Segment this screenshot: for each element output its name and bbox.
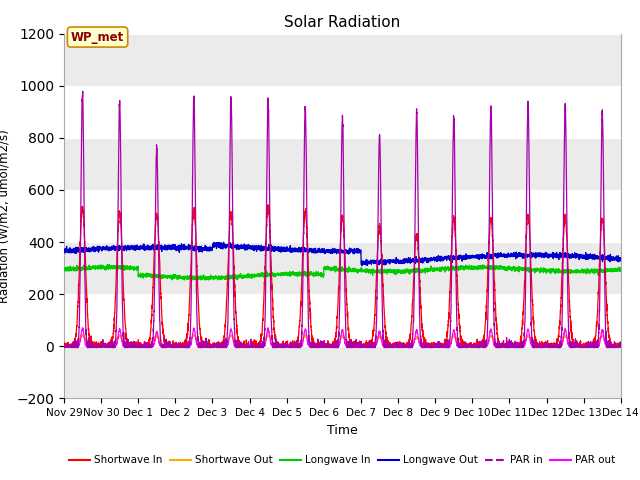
Longwave In (168, 277, 176, 283)
PAR out (322, 343, 330, 349)
Shortwave Out (322, 343, 330, 349)
PAR in (499, 344, 507, 349)
Bar (64, 346, 621, 398)
Longwave In (499, 266, 507, 272)
PAR in (61, 345, 68, 350)
Y-axis label: Radiation (W/m2, umol/m2/s): Radiation (W/m2, umol/m2/s) (0, 129, 11, 303)
Line: PAR out: PAR out (64, 328, 621, 346)
Line: Longwave In: Longwave In (64, 264, 621, 280)
Title: Solar Radiation: Solar Radiation (284, 15, 401, 30)
Shortwave In (264, 202, 272, 207)
Longwave Out (617, 256, 625, 262)
Longwave In (468, 265, 476, 271)
PAR in (616, 344, 624, 349)
Longwave Out (220, 239, 227, 245)
Shortwave In (436, 344, 444, 349)
Longwave In (436, 266, 444, 272)
Longwave Out (358, 263, 366, 268)
Shortwave In (617, 344, 625, 350)
Shortwave In (322, 344, 330, 349)
Shortwave Out (161, 343, 168, 348)
Longwave Out (160, 246, 168, 252)
Text: WP_met: WP_met (71, 31, 124, 44)
PAR in (79, 88, 86, 94)
Longwave In (60, 266, 68, 272)
Bar (64, 242, 621, 294)
Line: Shortwave Out: Shortwave Out (64, 334, 621, 346)
PAR in (60, 343, 68, 349)
Longwave In (161, 275, 168, 281)
Longwave In (616, 265, 624, 271)
X-axis label: Time: Time (327, 424, 358, 437)
Shortwave In (616, 344, 624, 349)
Shortwave Out (265, 331, 273, 337)
Shortwave In (499, 343, 507, 349)
Longwave In (322, 266, 330, 272)
Longwave In (617, 268, 625, 274)
PAR in (322, 342, 330, 348)
PAR in (161, 344, 168, 349)
PAR out (499, 343, 507, 349)
Shortwave Out (60, 343, 68, 349)
Legend: Shortwave In, Shortwave Out, Longwave In, Longwave Out, PAR in, PAR out: Shortwave In, Shortwave Out, Longwave In… (65, 451, 620, 469)
PAR out (617, 343, 625, 349)
Longwave Out (60, 248, 68, 253)
Longwave Out (616, 255, 624, 261)
PAR in (617, 344, 625, 350)
Longwave Out (468, 255, 476, 261)
PAR out (79, 325, 86, 331)
Shortwave Out (499, 343, 507, 349)
PAR in (436, 344, 444, 350)
PAR in (468, 344, 476, 349)
Line: Longwave Out: Longwave Out (64, 242, 621, 265)
Longwave Out (322, 248, 330, 253)
Line: PAR in: PAR in (64, 91, 621, 348)
Longwave In (105, 262, 113, 267)
Bar (64, 34, 621, 86)
Shortwave In (160, 339, 168, 345)
Shortwave In (359, 344, 367, 350)
Shortwave Out (436, 343, 444, 349)
Shortwave Out (60, 343, 68, 349)
Longwave Out (499, 252, 507, 258)
PAR out (60, 343, 68, 349)
Shortwave In (468, 343, 476, 349)
PAR out (61, 343, 68, 349)
Bar (64, 138, 621, 190)
Shortwave In (60, 343, 68, 349)
PAR out (436, 343, 444, 349)
Shortwave Out (468, 343, 476, 349)
Line: Shortwave In: Shortwave In (64, 204, 621, 347)
Shortwave Out (616, 343, 624, 349)
PAR out (616, 343, 624, 349)
PAR out (161, 343, 168, 349)
PAR out (468, 343, 476, 349)
Longwave Out (436, 258, 444, 264)
Shortwave Out (617, 343, 625, 348)
